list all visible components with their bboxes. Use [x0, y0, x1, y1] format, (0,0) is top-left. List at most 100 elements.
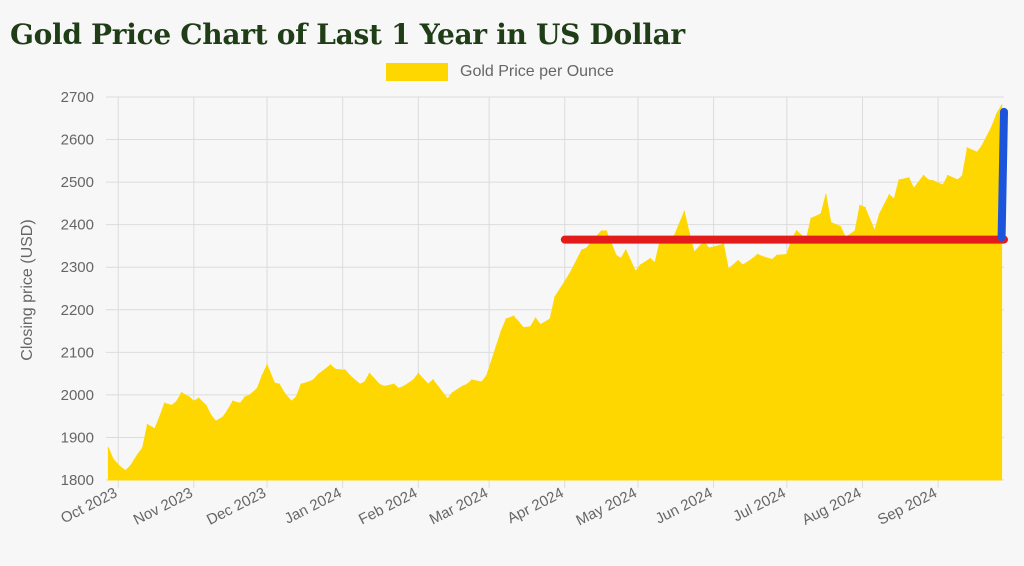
data-point [471, 379, 473, 381]
data-point [639, 264, 642, 266]
data-point [349, 374, 351, 377]
data-point [688, 232, 690, 234]
data-point [912, 187, 915, 190]
x-tick-label: Dec 2023 [204, 484, 269, 528]
y-tick-label: 2200 [61, 302, 94, 319]
data-point [898, 179, 900, 181]
data-point [600, 230, 603, 232]
data-point [461, 385, 464, 388]
data-point [158, 416, 161, 418]
data-point [180, 392, 183, 394]
data-point [1000, 104, 1003, 107]
blue-annotation-line [997, 107, 1008, 242]
legend[interactable]: Gold Price per Ounce [386, 63, 614, 81]
data-point [283, 392, 285, 394]
data-point [825, 194, 827, 196]
data-point [829, 221, 832, 224]
data-point [119, 466, 122, 469]
x-tick-label: Jun 2024 [653, 484, 716, 527]
data-point [839, 226, 842, 228]
data-point [976, 151, 978, 154]
data-point [485, 374, 488, 377]
x-tick-label: Aug 2024 [799, 484, 864, 528]
gold-price-area [107, 103, 1003, 481]
data-point [124, 469, 127, 472]
data-point [239, 402, 241, 405]
data-point [810, 217, 812, 220]
chart-title: Gold Price Chart of Last 1 Year in US Do… [10, 18, 685, 51]
data-point [786, 253, 788, 256]
data-point [466, 383, 469, 386]
data-point [566, 277, 568, 279]
data-point [893, 198, 895, 200]
data-point [500, 330, 503, 332]
data-point [402, 385, 405, 388]
data-point [412, 379, 415, 381]
data-point [585, 247, 588, 249]
data-point [266, 364, 268, 366]
data-point [383, 385, 386, 388]
legend-swatch [386, 63, 448, 81]
data-point [864, 206, 866, 209]
y-tick-label: 1800 [61, 472, 94, 489]
data-point [227, 409, 229, 411]
data-point [991, 126, 993, 128]
data-point [273, 382, 276, 384]
x-tick-label: Jul 2024 [730, 484, 788, 525]
data-point [571, 268, 573, 271]
data-point [761, 255, 764, 258]
data-point [517, 320, 520, 323]
data-point [312, 379, 315, 381]
data-point [398, 387, 400, 390]
data-point [742, 264, 744, 266]
data-point [961, 174, 964, 177]
data-point [290, 400, 293, 403]
data-point [654, 262, 656, 264]
data-point [481, 381, 483, 383]
data-point [210, 414, 212, 417]
data-point [707, 247, 710, 249]
data-point [727, 268, 730, 271]
data-point [683, 211, 686, 213]
data-point [956, 179, 959, 181]
x-tick-label: Nov 2023 [131, 484, 196, 528]
data-point [795, 230, 798, 232]
data-point [334, 368, 337, 371]
data-point [378, 383, 381, 386]
data-point [859, 204, 861, 207]
data-point [820, 213, 822, 215]
data-point [947, 174, 949, 177]
data-point [215, 420, 217, 423]
data-point [368, 372, 371, 375]
data-point [141, 447, 144, 449]
data-point [634, 270, 637, 273]
data-point [300, 383, 303, 386]
data-point [393, 383, 395, 386]
data-point [451, 392, 454, 394]
data-point [432, 379, 434, 381]
y-tick-label: 2100 [61, 344, 94, 361]
y-tick-label: 2300 [61, 259, 94, 276]
data-point [693, 251, 695, 254]
x-tick-label: May 2024 [573, 484, 639, 529]
data-point [620, 257, 622, 260]
legend-label: Gold Price per Ounce [460, 63, 614, 80]
data-point [261, 374, 264, 377]
data-point [649, 257, 651, 260]
data-point [615, 254, 617, 257]
data-point [188, 396, 190, 398]
data-point [756, 253, 759, 256]
data-point [534, 317, 537, 320]
data-point [222, 416, 224, 418]
data-point [854, 230, 856, 232]
y-tick-label: 2700 [61, 89, 94, 106]
data-point [112, 458, 115, 461]
data-point [176, 400, 178, 403]
data-point [154, 428, 156, 430]
data-point [932, 180, 934, 182]
data-point [107, 447, 110, 449]
data-point [344, 369, 346, 372]
data-point [232, 400, 234, 403]
data-point [625, 249, 627, 251]
y-tick-label: 2500 [61, 174, 94, 191]
